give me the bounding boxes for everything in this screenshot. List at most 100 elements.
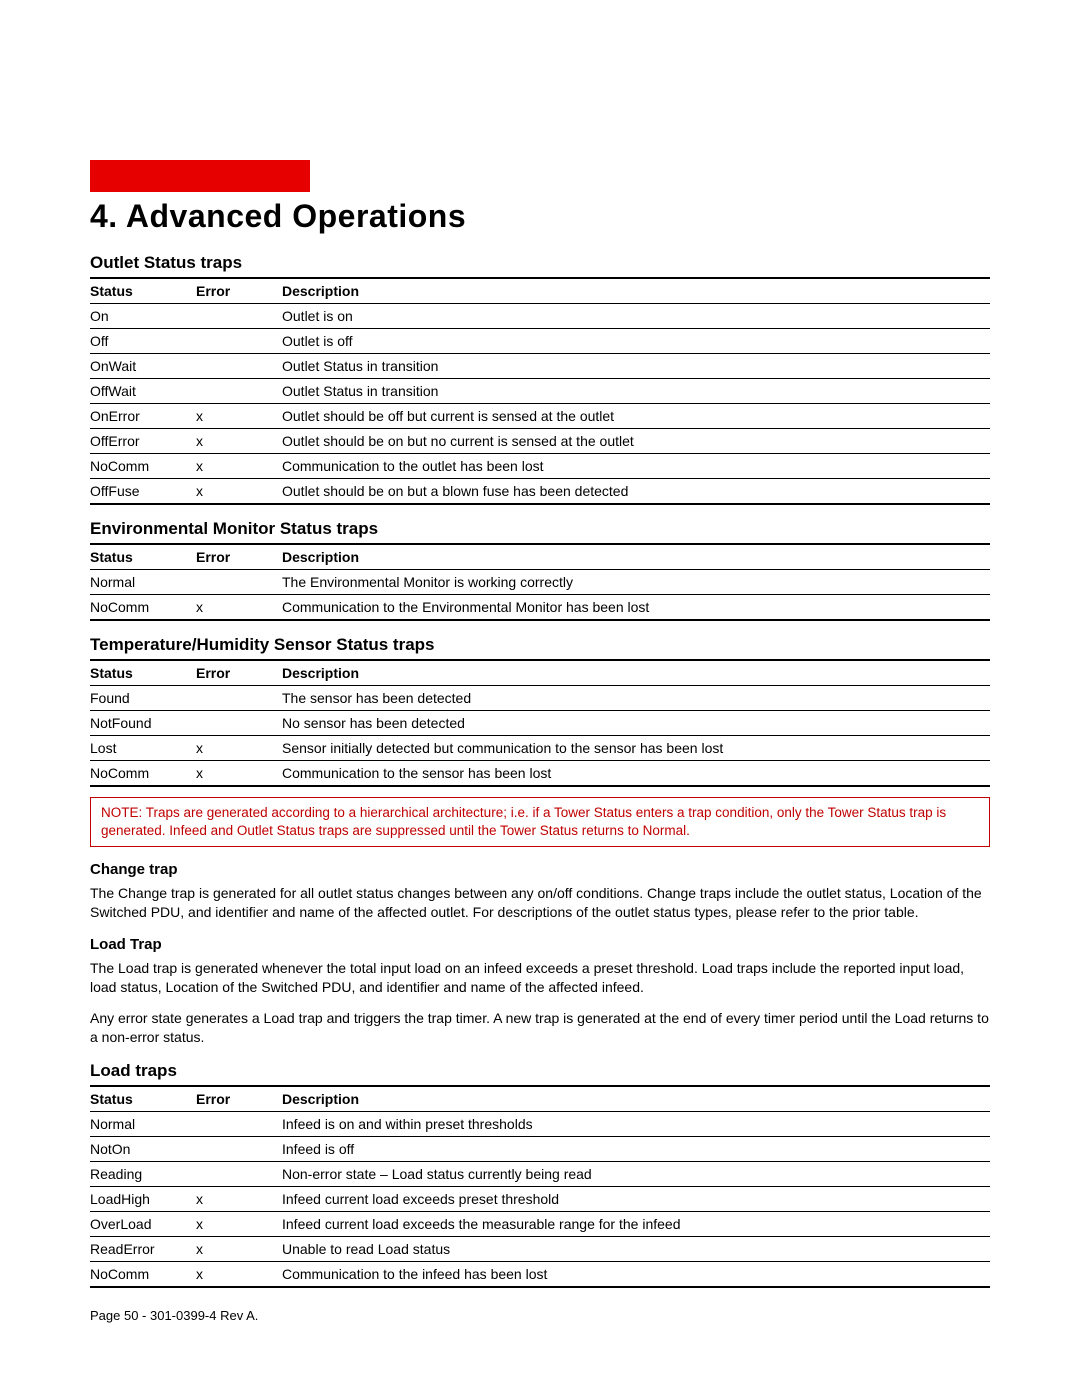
- cell-error: [196, 354, 282, 379]
- table-header-error: Error: [196, 660, 282, 686]
- cell-description: Sensor initially detected but communicat…: [282, 736, 990, 761]
- cell-description: Outlet should be off but current is sens…: [282, 404, 990, 429]
- cell-error: x: [196, 404, 282, 429]
- table-row: OnWait Outlet Status in transition: [90, 354, 990, 379]
- table-row: Normal The Environmental Monitor is worki…: [90, 570, 990, 595]
- cell-description: Unable to read Load status: [282, 1236, 990, 1261]
- cell-error: [196, 379, 282, 404]
- cell-status: Lost: [90, 736, 196, 761]
- table-row: FoundThe sensor has been detected: [90, 686, 990, 711]
- temp-humidity-title: Temperature/Humidity Sensor Status traps: [90, 635, 990, 655]
- table-row: ReadingNon-error state – Load status cur…: [90, 1161, 990, 1186]
- change-trap-body: The Change trap is generated for all out…: [90, 884, 990, 922]
- table-row: OffFusexOutlet should be on but a blown …: [90, 479, 990, 505]
- cell-description: No sensor has been detected: [282, 711, 990, 736]
- table-row: Off Outlet is off: [90, 329, 990, 354]
- table-row: NotOnInfeed is off: [90, 1136, 990, 1161]
- cell-status: On: [90, 304, 196, 329]
- cell-status: OffFuse: [90, 479, 196, 505]
- table-header-status: Status: [90, 544, 196, 570]
- table-row: NoCommxCommunication to the infeed has b…: [90, 1261, 990, 1287]
- cell-description: The Environmental Monitor is working cor…: [282, 570, 990, 595]
- cell-error: x: [196, 429, 282, 454]
- table-row: OverLoadxInfeed current load exceeds the…: [90, 1211, 990, 1236]
- outlet-status-table: Status Error Description OnOutlet is onO…: [90, 277, 990, 505]
- table-row: OffErrorxOutlet should be on but no curr…: [90, 429, 990, 454]
- cell-status: LoadHigh: [90, 1186, 196, 1211]
- cell-status: ReadError: [90, 1236, 196, 1261]
- table-header-description: Description: [282, 278, 990, 304]
- cell-description: Outlet is on: [282, 304, 990, 329]
- cell-description: The sensor has been detected: [282, 686, 990, 711]
- cell-description: Infeed current load exceeds the measurab…: [282, 1211, 990, 1236]
- cell-error: x: [196, 1261, 282, 1287]
- cell-description: Outlet is off: [282, 329, 990, 354]
- table-row: On Outlet is on: [90, 304, 990, 329]
- table-header-error: Error: [196, 278, 282, 304]
- cell-description: Communication to the Environmental Monit…: [282, 595, 990, 621]
- cell-description: Infeed current load exceeds preset thres…: [282, 1186, 990, 1211]
- cell-error: [196, 570, 282, 595]
- table-header-status: Status: [90, 278, 196, 304]
- cell-status: NoComm: [90, 595, 196, 621]
- cell-status: Off: [90, 329, 196, 354]
- cell-status: Reading: [90, 1161, 196, 1186]
- document-page: 4. Advanced Operations Outlet Status tra…: [0, 0, 1080, 1397]
- cell-status: OffWait: [90, 379, 196, 404]
- cell-status: Normal: [90, 570, 196, 595]
- cell-error: [196, 686, 282, 711]
- change-trap-title: Change trap: [90, 861, 990, 878]
- table-row: Normal Infeed is on and within preset thr…: [90, 1111, 990, 1136]
- table-row: NotFound No sensor has been detected: [90, 711, 990, 736]
- cell-status: Normal: [90, 1111, 196, 1136]
- load-traps-tbody: Normal Infeed is on and within preset thr…: [90, 1111, 990, 1287]
- cell-description: Communication to the sensor has been los…: [282, 761, 990, 787]
- table-header-status: Status: [90, 1086, 196, 1112]
- cell-error: [196, 304, 282, 329]
- cell-status: OffError: [90, 429, 196, 454]
- cell-error: x: [196, 736, 282, 761]
- env-monitor-tbody: Normal The Environmental Monitor is worki…: [90, 570, 990, 621]
- note-box: NOTE: Traps are generated according to a…: [90, 797, 990, 847]
- table-header-status: Status: [90, 660, 196, 686]
- header-red-block: [90, 160, 310, 192]
- temp-humidity-table: Status Error Description FoundThe sensor…: [90, 659, 990, 787]
- cell-error: [196, 1161, 282, 1186]
- cell-error: [196, 1111, 282, 1136]
- cell-status: NoComm: [90, 1261, 196, 1287]
- cell-status: OnWait: [90, 354, 196, 379]
- cell-error: x: [196, 1211, 282, 1236]
- cell-status: NotOn: [90, 1136, 196, 1161]
- cell-description: Outlet should be on but a blown fuse has…: [282, 479, 990, 505]
- table-row: LostxSensor initially detected but commu…: [90, 736, 990, 761]
- table-header-description: Description: [282, 544, 990, 570]
- table-header-description: Description: [282, 660, 990, 686]
- cell-error: x: [196, 595, 282, 621]
- outlet-status-tbody: On Outlet is on Off Outlet is off OnWait Outl…: [90, 304, 990, 505]
- env-monitor-table: Status Error Description NormalThe Envir…: [90, 543, 990, 621]
- cell-description: Outlet should be on but no current is se…: [282, 429, 990, 454]
- table-row: LoadHighxInfeed current load exceeds pre…: [90, 1186, 990, 1211]
- cell-description: Outlet Status in transition: [282, 354, 990, 379]
- cell-status: NotFound: [90, 711, 196, 736]
- table-row: NoCommxCommunication to the Environmenta…: [90, 595, 990, 621]
- load-traps-title: Load traps: [90, 1061, 990, 1081]
- cell-error: [196, 1136, 282, 1161]
- cell-error: [196, 711, 282, 736]
- table-row: NoCommxCommunication to the outlet has b…: [90, 454, 990, 479]
- load-trap-body-1: The Load trap is generated whenever the …: [90, 959, 990, 997]
- cell-description: Communication to the outlet has been los…: [282, 454, 990, 479]
- load-trap-body-2: Any error state generates a Load trap an…: [90, 1009, 990, 1047]
- cell-description: Infeed is on and within preset threshold…: [282, 1111, 990, 1136]
- chapter-title: 4. Advanced Operations: [90, 198, 990, 235]
- cell-error: x: [196, 761, 282, 787]
- cell-error: x: [196, 1236, 282, 1261]
- outlet-status-title: Outlet Status traps: [90, 253, 990, 273]
- table-row: NoCommxCommunication to the sensor has b…: [90, 761, 990, 787]
- cell-error: x: [196, 1186, 282, 1211]
- env-monitor-title: Environmental Monitor Status traps: [90, 519, 990, 539]
- load-traps-table: Status Error Description NormalInfeed is…: [90, 1085, 990, 1288]
- cell-description: Communication to the infeed has been los…: [282, 1261, 990, 1287]
- cell-error: [196, 329, 282, 354]
- table-row: ReadErrorxUnable to read Load status: [90, 1236, 990, 1261]
